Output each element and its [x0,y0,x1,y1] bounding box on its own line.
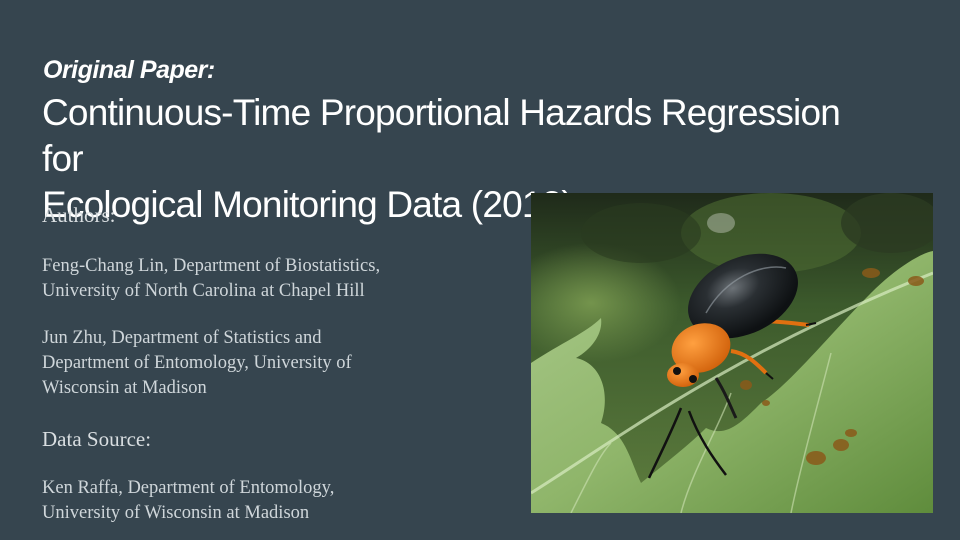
subtitle: Original Paper: [43,56,215,84]
data-source-line-2: University of Wisconsin at Madison [42,503,310,523]
author-2: Jun Zhu, Department of Statistics and De… [42,326,472,401]
author-1-line-2: University of North Carolina at Chapel H… [42,281,365,301]
beetle-on-leaf-photo [531,193,933,513]
author-1-line-1: Feng-Chang Lin, Department of Biostatist… [42,256,381,276]
title-line-1: Continuous-Time Proportional Hazards Reg… [42,92,841,179]
leaf-shape [531,251,933,513]
beetle [647,253,817,479]
author-2-line-3: Wisconsin at Madison [42,378,207,398]
data-source-heading: Data Source: [42,427,152,451]
author-2-line-2: Department of Entomology, University of [42,353,352,373]
author-1: Feng-Chang Lin, Department of Biostatist… [42,254,472,304]
title-line-2: Ecological Monitoring Data (2012) [42,184,574,225]
author-2-line-1: Jun Zhu, Department of Statistics and [42,328,322,348]
authors-heading: Authors: [42,203,116,227]
data-source: Ken Raffa, Department of Entomology, Uni… [42,476,472,526]
data-source-line-1: Ken Raffa, Department of Entomology, [42,478,335,498]
page-title: Continuous-Time Proportional Hazards Reg… [42,90,882,228]
